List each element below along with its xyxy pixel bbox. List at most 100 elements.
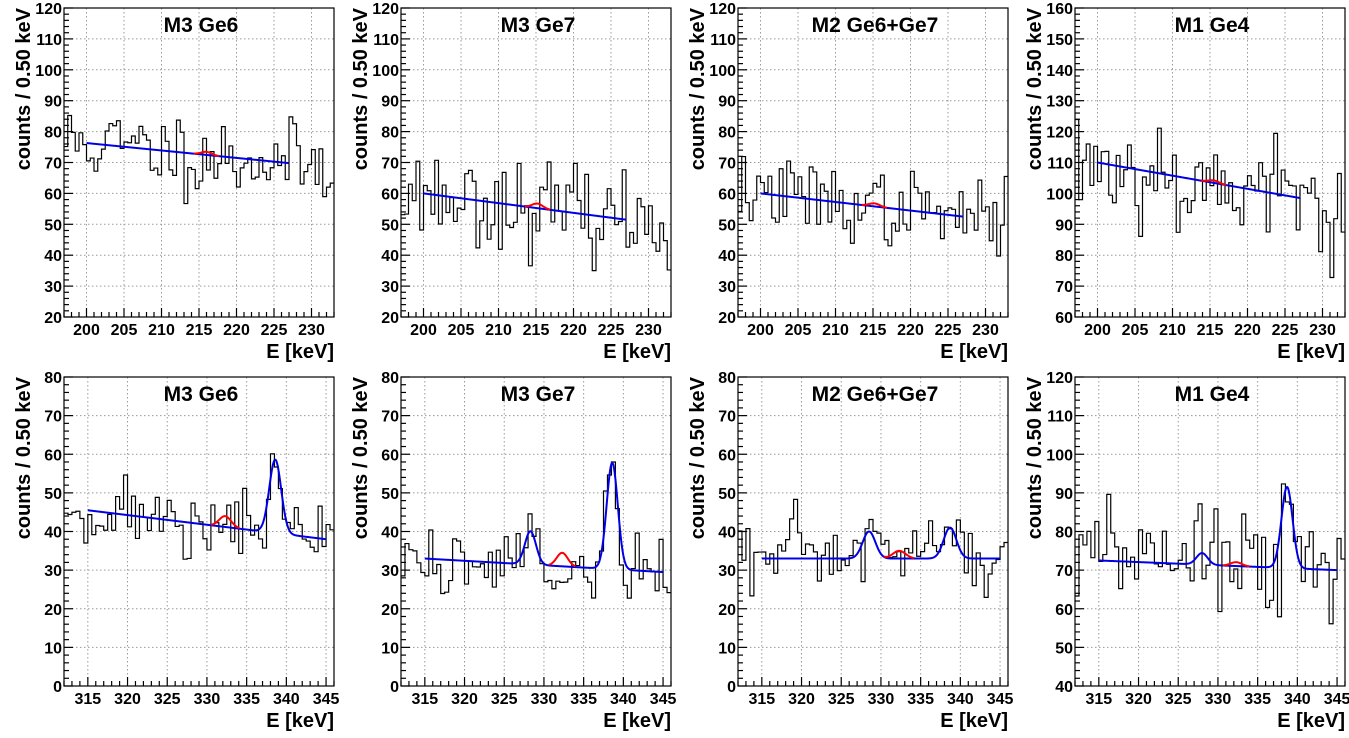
y-tick-label: 70 (381, 409, 399, 426)
y-tick-label: 120 (709, 1, 736, 18)
y-axis-label: counts / 0.50 keV (1024, 376, 1046, 539)
x-axis-label: E [keV] (603, 710, 671, 732)
y-tick-label: 60 (1055, 602, 1073, 619)
x-tick-label: 210 (1159, 322, 1186, 339)
y-tick-label: 20 (718, 602, 736, 619)
y-tick-label: 10 (44, 640, 62, 657)
chart-panel: 315 320 325 330 335 340 345 40 50 60 70 80 90 100 110 1… (1011, 369, 1348, 738)
chart-svg: 200 205 210 215 220 225 230 20 30 40 50 60 70 80 90 100… (0, 0, 337, 369)
y-axis-label: counts / 0.50 keV (13, 7, 35, 170)
x-tick-label: 330 (868, 691, 895, 708)
x-tick-label: 225 (598, 322, 625, 339)
y-tick-label: 120 (1046, 125, 1073, 142)
panel-title: M3 Ge7 (501, 14, 576, 37)
y-tick-label: 50 (44, 217, 62, 234)
y-tick-label: 70 (44, 156, 62, 173)
x-tick-label: 325 (828, 691, 855, 708)
x-tick-label: 225 (261, 322, 288, 339)
y-tick-label: 80 (44, 125, 62, 142)
x-tick-label: 320 (788, 691, 815, 708)
y-tick-label: 60 (1055, 310, 1073, 327)
y-tick-label: 60 (44, 447, 62, 464)
y-tick-label: 30 (44, 563, 62, 580)
y-tick-label: 70 (381, 156, 399, 173)
y-tick-label: 140 (1046, 63, 1073, 80)
x-axis-label: E [keV] (940, 341, 1008, 363)
y-tick-label: 60 (381, 186, 399, 203)
x-tick-label: 340 (273, 691, 300, 708)
histogram-series (738, 499, 1008, 597)
x-axis-label: E [keV] (1277, 341, 1345, 363)
y-tick-label: 20 (381, 310, 399, 327)
x-tick-label: 330 (1205, 691, 1232, 708)
x-tick-label: 215 (860, 322, 887, 339)
x-tick-label: 210 (485, 322, 512, 339)
chart-svg: 315 320 325 330 335 340 345 0 10 20 30 40 50 60 70 80 M3… (0, 369, 337, 738)
x-tick-label: 320 (114, 691, 141, 708)
y-tick-label: 100 (1046, 447, 1073, 464)
chart-panel: 200 205 210 215 220 225 230 60 70 80 90 100 110 120 13… (1011, 0, 1348, 369)
y-tick-label: 30 (381, 279, 399, 296)
x-tick-label: 205 (448, 322, 475, 339)
y-tick-label: 50 (381, 217, 399, 234)
x-tick-label: 205 (1122, 322, 1149, 339)
y-tick-label: 80 (381, 125, 399, 142)
x-tick-label: 215 (523, 322, 550, 339)
chart-panel: 315 320 325 330 335 340 345 0 10 20 30 40 50 60 70 80 M2… (674, 369, 1011, 738)
chart-svg: 200 205 210 215 220 225 230 20 30 40 50 60 70 80 90 100… (337, 0, 674, 369)
y-tick-label: 80 (718, 125, 736, 142)
y-tick-label: 80 (1055, 248, 1073, 265)
chart-svg: 315 320 325 330 335 340 345 0 10 20 30 40 50 60 70 80 M2… (674, 369, 1011, 738)
x-tick-label: 230 (972, 322, 999, 339)
y-tick-label: 110 (1047, 409, 1073, 426)
y-axis-label: counts / 0.50 keV (350, 7, 372, 170)
y-tick-label: 30 (718, 279, 736, 296)
x-tick-label: 230 (298, 322, 325, 339)
x-tick-label: 315 (411, 691, 438, 708)
y-tick-label: 60 (718, 447, 736, 464)
y-tick-label: 70 (44, 409, 62, 426)
x-tick-label: 325 (154, 691, 181, 708)
y-tick-label: 10 (718, 640, 736, 657)
x-tick-label: 320 (1125, 691, 1152, 708)
x-tick-label: 345 (650, 691, 677, 708)
y-tick-label: 30 (718, 563, 736, 580)
chart-svg: 200 205 210 215 220 225 2306070809010011012013… (1011, 0, 1348, 369)
background-fit-line (87, 143, 290, 163)
y-tick-label: 80 (1055, 525, 1073, 542)
y-tick-label: 90 (1055, 486, 1073, 503)
x-tick-label: 210 (148, 322, 175, 339)
x-tick-label: 335 (233, 691, 260, 708)
y-tick-label: 120 (372, 1, 399, 18)
x-tick-label: 220 (1234, 322, 1261, 339)
y-tick-label: 0 (390, 679, 399, 696)
chart-svg: 315 320 325 330 335 340 345 40 50 60 70 80 90 100 110 1… (1011, 369, 1348, 738)
x-axis-label: E [keV] (266, 341, 334, 363)
chart-panel: 200 205 210 215 220 225 230 20 30 40 50 60 70 80 90 100… (674, 0, 1011, 369)
x-tick-label: 315 (1085, 691, 1112, 708)
y-tick-label: 20 (381, 602, 399, 619)
x-tick-label: 325 (491, 691, 518, 708)
x-tick-label: 205 (785, 322, 812, 339)
y-tick-label: 0 (53, 679, 62, 696)
panel-title: M2 Ge6+Ge7 (812, 383, 939, 406)
x-axis-label: E [keV] (266, 710, 334, 732)
x-tick-label: 315 (748, 691, 775, 708)
y-tick-label: 110 (710, 32, 736, 49)
y-tick-label: 20 (44, 602, 62, 619)
y-tick-label: 40 (381, 248, 399, 265)
x-tick-label: 345 (313, 691, 340, 708)
x-tick-label: 215 (1197, 322, 1224, 339)
y-tick-label: 130 (1046, 94, 1073, 111)
y-tick-label: 40 (44, 525, 62, 542)
x-tick-label: 320 (451, 691, 478, 708)
y-tick-label: 60 (381, 447, 399, 464)
y-tick-label: 60 (718, 186, 736, 203)
x-tick-label: 215 (186, 322, 213, 339)
x-tick-label: 200 (410, 322, 437, 339)
y-tick-label: 30 (44, 279, 62, 296)
y-axis-label: counts / 0.50 keV (687, 7, 709, 170)
x-tick-label: 220 (223, 322, 250, 339)
panel-title: M2 Ge6+Ge7 (812, 14, 939, 37)
